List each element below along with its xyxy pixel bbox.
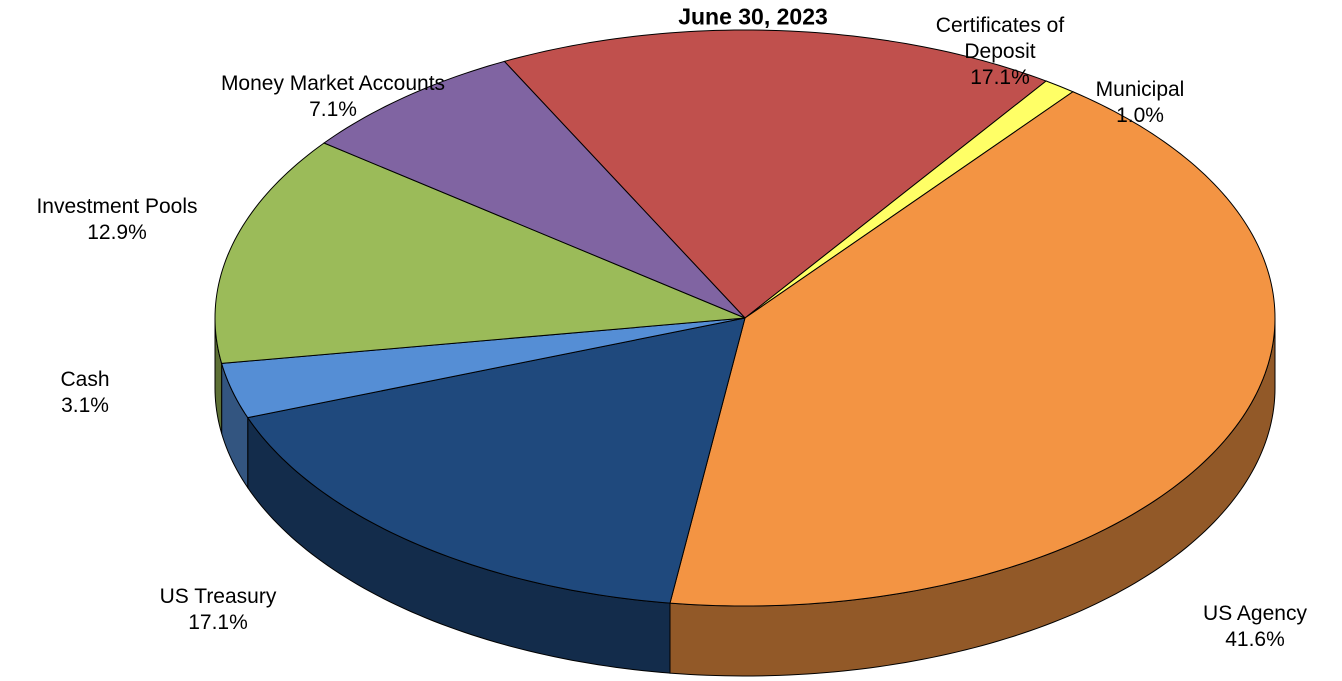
slice-label: US Agency 41.6% bbox=[1175, 601, 1335, 653]
category-label: Cash bbox=[60, 368, 110, 391]
slice-label: Money Market Accounts 7.1% bbox=[173, 71, 493, 123]
value-label: 7.1% bbox=[309, 98, 357, 121]
slice-label: US Treasury 17.1% bbox=[118, 584, 318, 636]
value-label: 1.0% bbox=[1116, 104, 1164, 127]
category-label: US Agency bbox=[1203, 602, 1307, 625]
value-label: 12.9% bbox=[87, 221, 147, 244]
value-label: 17.1% bbox=[188, 611, 248, 634]
slice bbox=[220, 317, 746, 419]
category-label: US Treasury bbox=[159, 585, 277, 608]
slice-label: Investment Pools 12.9% bbox=[0, 194, 237, 246]
slice bbox=[214, 142, 746, 364]
slice-label: Certificates of Deposit 17.1% bbox=[900, 13, 1100, 91]
slice bbox=[669, 91, 1276, 607]
slice-label: Cash 3.1% bbox=[25, 367, 145, 419]
slice bbox=[246, 317, 746, 604]
category-label: Municipal bbox=[1095, 78, 1185, 101]
value-label: 3.1% bbox=[61, 394, 109, 417]
category-label: Certificates of Deposit bbox=[935, 14, 1065, 63]
slice-label: Municipal 1.0% bbox=[1070, 77, 1210, 129]
value-label: 17.1% bbox=[970, 66, 1030, 89]
category-label: Investment Pools bbox=[36, 195, 198, 218]
value-label: 41.6% bbox=[1225, 628, 1285, 651]
chart-title: June 30, 2023 bbox=[678, 3, 828, 30]
category-label: Money Market Accounts bbox=[220, 72, 446, 95]
slice bbox=[503, 29, 1048, 319]
slice bbox=[323, 60, 746, 319]
